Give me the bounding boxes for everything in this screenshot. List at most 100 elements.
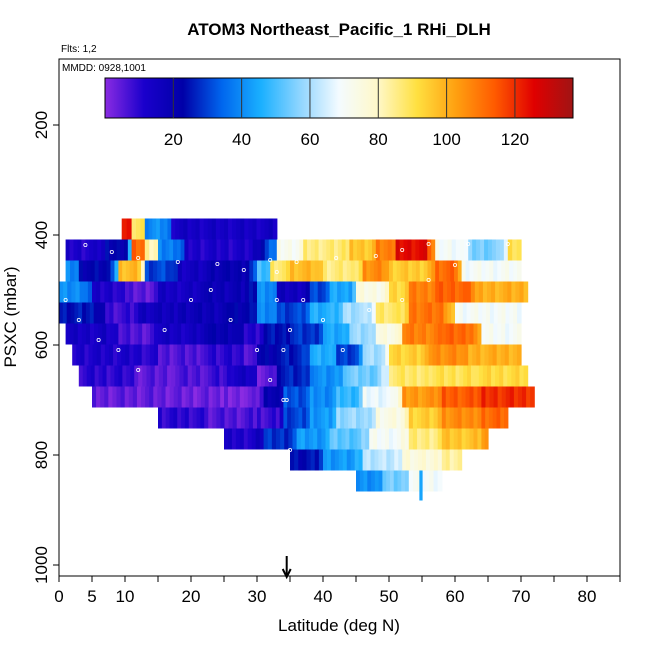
heatmap-cell — [290, 407, 296, 429]
heatmap-cell — [279, 407, 284, 429]
heatmap-cell — [257, 302, 262, 324]
heatmap-cell — [512, 239, 518, 261]
y-axis: 200 400 600 800 1000 — [32, 59, 60, 584]
heatmap-cell — [389, 428, 394, 450]
heatmap-cell — [238, 302, 243, 324]
heatmap-cell — [257, 281, 262, 303]
heatmap-cell — [484, 428, 489, 450]
heatmap-cell — [78, 260, 84, 282]
heatmap-cell — [291, 239, 297, 261]
sample-marker — [109, 249, 114, 254]
heatmap-cell — [220, 407, 226, 429]
heatmap-cell — [121, 302, 127, 324]
sample-marker — [426, 277, 431, 282]
sample-marker — [373, 253, 378, 258]
heatmap-cell — [177, 260, 183, 282]
heatmap-cell — [314, 323, 320, 345]
heatmap-cell — [289, 302, 294, 324]
heatmap-cell — [392, 407, 398, 429]
heatmap-cell — [363, 302, 369, 324]
heatmap-cell — [96, 386, 101, 408]
colorbar-tick-label: 120 — [501, 130, 529, 149]
heatmap-cell — [491, 239, 497, 261]
heatmap-cell — [244, 239, 250, 261]
x-tick-label: 80 — [578, 587, 597, 606]
heatmap-cell — [189, 302, 195, 324]
heatmap-cell — [231, 344, 237, 366]
heatmap-cell — [146, 323, 151, 345]
heatmap-cell — [408, 260, 413, 282]
heatmap-cell — [425, 449, 431, 471]
heatmap-cell — [146, 365, 152, 387]
heatmap-cell — [351, 386, 356, 408]
heatmap-cell — [244, 218, 249, 240]
heatmap-cell — [347, 344, 352, 366]
heatmap-cell — [497, 260, 502, 282]
heatmap-cell — [116, 239, 121, 261]
heatmap-cell — [404, 344, 410, 366]
heatmap-cell — [94, 260, 100, 282]
heatmap-cell — [441, 407, 447, 429]
heatmap-cell — [493, 323, 498, 345]
heatmap-cell — [433, 428, 439, 450]
heatmap-cell — [112, 281, 118, 303]
heatmap-cell — [397, 470, 402, 492]
heatmap-cell — [141, 281, 147, 303]
heatmap-cell — [218, 260, 223, 282]
heatmap-cell — [404, 365, 410, 387]
heatmap-cell — [240, 218, 245, 240]
heatmap-cell — [400, 302, 406, 324]
heatmap-cell — [169, 302, 175, 324]
heatmap-cell — [410, 386, 415, 408]
heatmap-cell — [332, 407, 337, 429]
heatmap-cell — [326, 260, 332, 282]
heatmap-cell — [486, 281, 492, 303]
heatmap-cell — [240, 407, 246, 429]
x-tick-label: 40 — [314, 587, 333, 606]
heatmap-cell — [501, 323, 506, 345]
heatmap-cell — [187, 218, 193, 240]
heatmap-cell — [154, 365, 160, 387]
heatmap-cell — [148, 218, 153, 240]
heatmap-cell — [323, 449, 328, 471]
heatmap-cell — [445, 386, 451, 408]
sample-marker — [301, 297, 306, 302]
heatmap-cell — [440, 344, 446, 366]
heatmap-cell — [125, 281, 130, 303]
heatmap-cell — [366, 386, 372, 408]
sample-marker — [228, 317, 233, 322]
heatmap-cell — [384, 407, 389, 429]
heatmap-cell — [161, 323, 167, 345]
heatmap-cell — [153, 386, 158, 408]
heatmap-cell — [264, 281, 270, 303]
heatmap-cell — [371, 470, 376, 492]
heatmap-cell — [220, 281, 226, 303]
heatmap-cell — [134, 302, 139, 324]
heatmap-cell — [92, 344, 98, 366]
heatmap-cell — [177, 302, 183, 324]
heatmap-cell — [163, 218, 169, 240]
sample-marker — [188, 297, 193, 302]
heatmap-cell — [240, 239, 246, 261]
heatmap-cell — [519, 365, 525, 387]
heatmap-cell — [435, 302, 441, 324]
heatmap-cell — [437, 449, 443, 471]
heatmap-cell — [280, 281, 286, 303]
heatmap-cell — [322, 365, 327, 387]
heatmap-cell — [227, 428, 233, 450]
heatmap-cell — [381, 344, 386, 366]
heatmap-cell — [429, 323, 435, 345]
heatmap-cell — [346, 302, 352, 324]
heatmap-cell — [505, 260, 510, 282]
heatmap-cell — [418, 323, 423, 345]
heatmap-cell — [310, 239, 316, 261]
heatmap-cell — [196, 323, 201, 345]
heatmap-cell — [144, 218, 150, 240]
heatmap-cell — [169, 281, 174, 303]
heatmap-cell — [358, 344, 364, 366]
heatmap-cell — [77, 323, 83, 345]
heatmap-cell — [181, 323, 186, 345]
heatmap-cell — [457, 323, 463, 345]
heatmap-cell — [105, 239, 110, 261]
heatmap-cell — [342, 260, 348, 282]
